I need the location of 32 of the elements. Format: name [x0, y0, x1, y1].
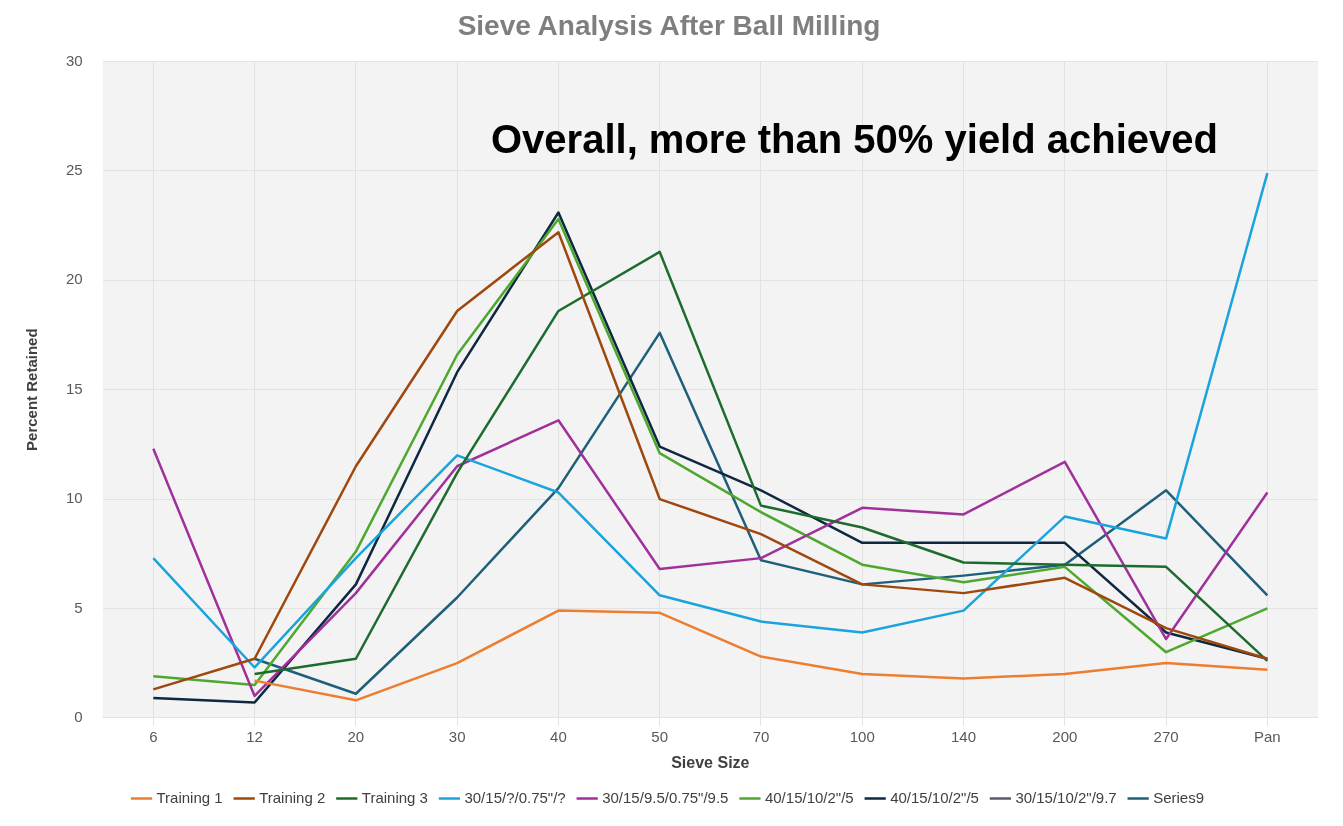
annotation: Overall, more than 50% yield achieved	[491, 116, 1218, 161]
x-tick-label: 140	[951, 727, 977, 745]
legend-label: 40/15/10/2"/5	[890, 788, 979, 806]
legend-label: Series9	[1153, 788, 1204, 806]
y-tick-label: 10	[66, 489, 83, 507]
y-tick-label: 0	[74, 707, 83, 725]
y-tick-label: 30	[66, 51, 83, 69]
x-tick-label: 200	[1052, 727, 1078, 745]
legend-label: 30/15/?/0.75"/?	[464, 788, 566, 806]
legend-label: Training 3	[361, 788, 428, 806]
legend-label: Training 2	[259, 788, 326, 806]
legend-label: Training 1	[156, 788, 223, 806]
y-tick-label: 20	[66, 270, 83, 288]
y-tick-label: 15	[66, 379, 83, 397]
legend-label: 30/15/9.5/0.75"/9.5	[602, 788, 729, 806]
x-tick-label: 20	[347, 727, 365, 745]
x-tick-label: 40	[550, 727, 567, 745]
chart-title: Sieve Analysis After Ball Milling	[457, 9, 881, 41]
x-tick-label: 270	[1153, 727, 1179, 745]
x-axis-title: Sieve Size	[671, 753, 750, 771]
y-tick-label: 25	[66, 161, 83, 179]
x-tick-label: 12	[246, 727, 263, 745]
y-axis-title: Percent Retained	[23, 328, 41, 451]
x-tick-label: 50	[651, 727, 669, 745]
legend-label: 40/15/10/2"/5	[764, 788, 854, 806]
y-tick-label: 5	[74, 598, 83, 616]
x-tick-label: Pan	[1254, 727, 1281, 745]
x-tick-label: 6	[149, 727, 158, 745]
x-tick-label: 30	[448, 727, 466, 745]
legend-label: 30/15/10/2"/9.7	[1015, 788, 1117, 806]
x-tick-label: 100	[849, 727, 875, 745]
x-tick-label: 70	[752, 727, 770, 745]
